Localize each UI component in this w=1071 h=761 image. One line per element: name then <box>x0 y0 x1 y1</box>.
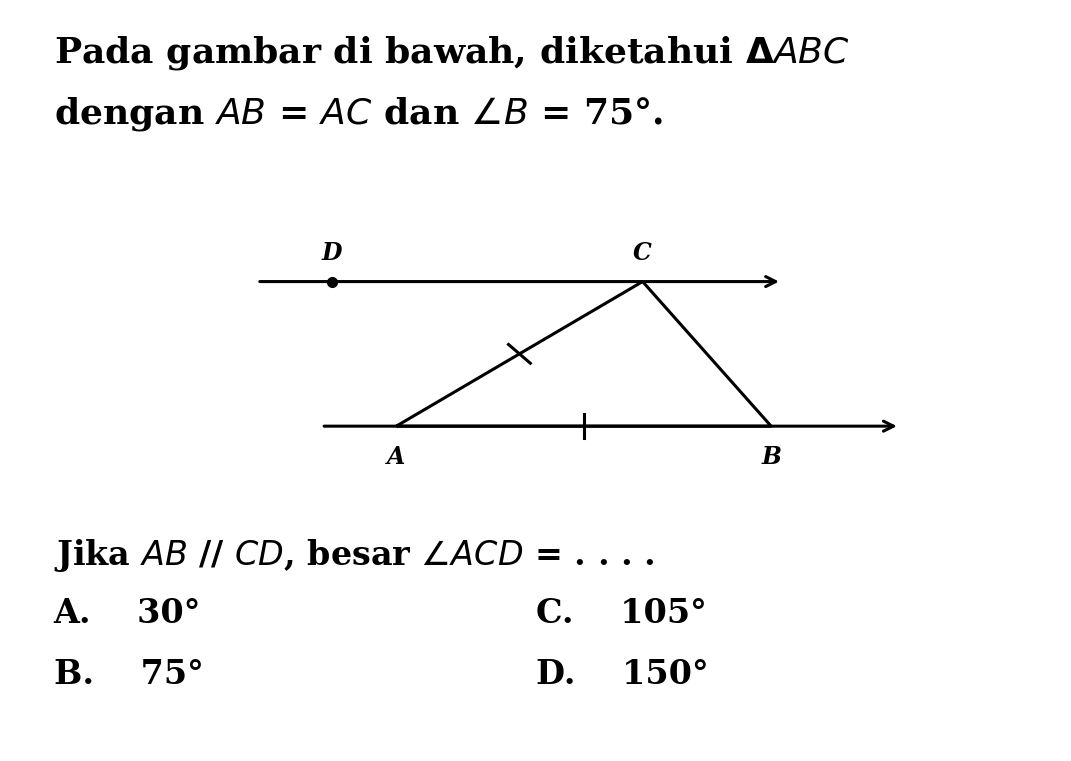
Text: A: A <box>387 445 406 470</box>
Text: C.    105°: C. 105° <box>536 597 706 630</box>
Text: B.    75°: B. 75° <box>54 658 203 691</box>
Text: D: D <box>321 240 343 265</box>
Text: A.    30°: A. 30° <box>54 597 201 630</box>
Text: C: C <box>633 240 652 265</box>
Text: B: B <box>761 445 781 470</box>
Text: dengan $\mathit{AB}$ = $\mathit{AC}$ dan $\angle \mathit{B}$ = 75°.: dengan $\mathit{AB}$ = $\mathit{AC}$ dan… <box>54 95 663 133</box>
Text: D.    150°: D. 150° <box>536 658 708 691</box>
Text: Pada gambar di bawah, diketahui $\mathbf{\Delta}$$\mathit{ABC}$: Pada gambar di bawah, diketahui $\mathbf… <box>54 34 849 72</box>
Text: Jika $\mathit{AB}$ // $\mathit{CD}$, besar $\angle \mathit{ACD}$ = . . . .: Jika $\mathit{AB}$ // $\mathit{CD}$, bes… <box>54 537 654 574</box>
